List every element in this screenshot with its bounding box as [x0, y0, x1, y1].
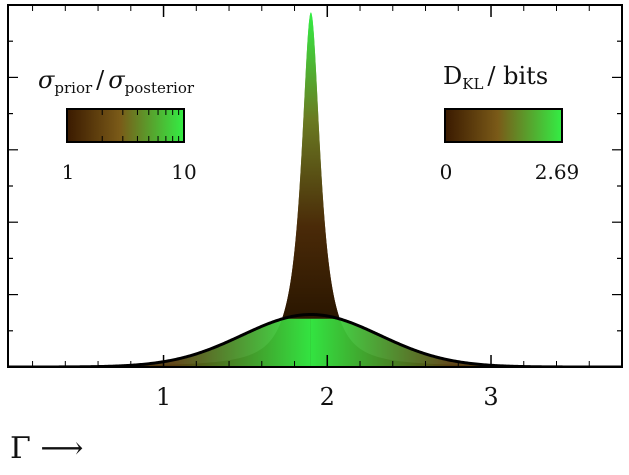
- x-tick-label: 1: [156, 383, 171, 411]
- colorbar-dkl-max-label: 2.69: [535, 160, 580, 184]
- x-tick-label: 2: [320, 383, 335, 411]
- colorbar-sigma-gradient: [66, 108, 185, 143]
- colorbar-dkl-label: DKL / bits: [443, 62, 548, 93]
- colorbar-dkl-min-label: 0: [440, 160, 453, 184]
- colorbar-sigma-max-label: 10: [171, 160, 196, 184]
- x-tick-label: 3: [483, 383, 498, 411]
- colorbar-sigma-min-label: 1: [62, 160, 75, 184]
- prior-right-fill: [310, 314, 622, 367]
- prior-left-fill: [8, 314, 311, 367]
- colorbar-sigma-ratio: σprior / σposterior 1 10: [38, 66, 197, 184]
- colorbar-sigma-label: σprior / σposterior: [38, 66, 195, 97]
- posterior-peak-core: [282, 12, 340, 319]
- colorbar-dkl-gradient: [444, 108, 563, 143]
- x-axis-label: Γ ⟶: [10, 431, 83, 466]
- colorbar-dkl: DKL / bits 0 2.69: [440, 62, 580, 184]
